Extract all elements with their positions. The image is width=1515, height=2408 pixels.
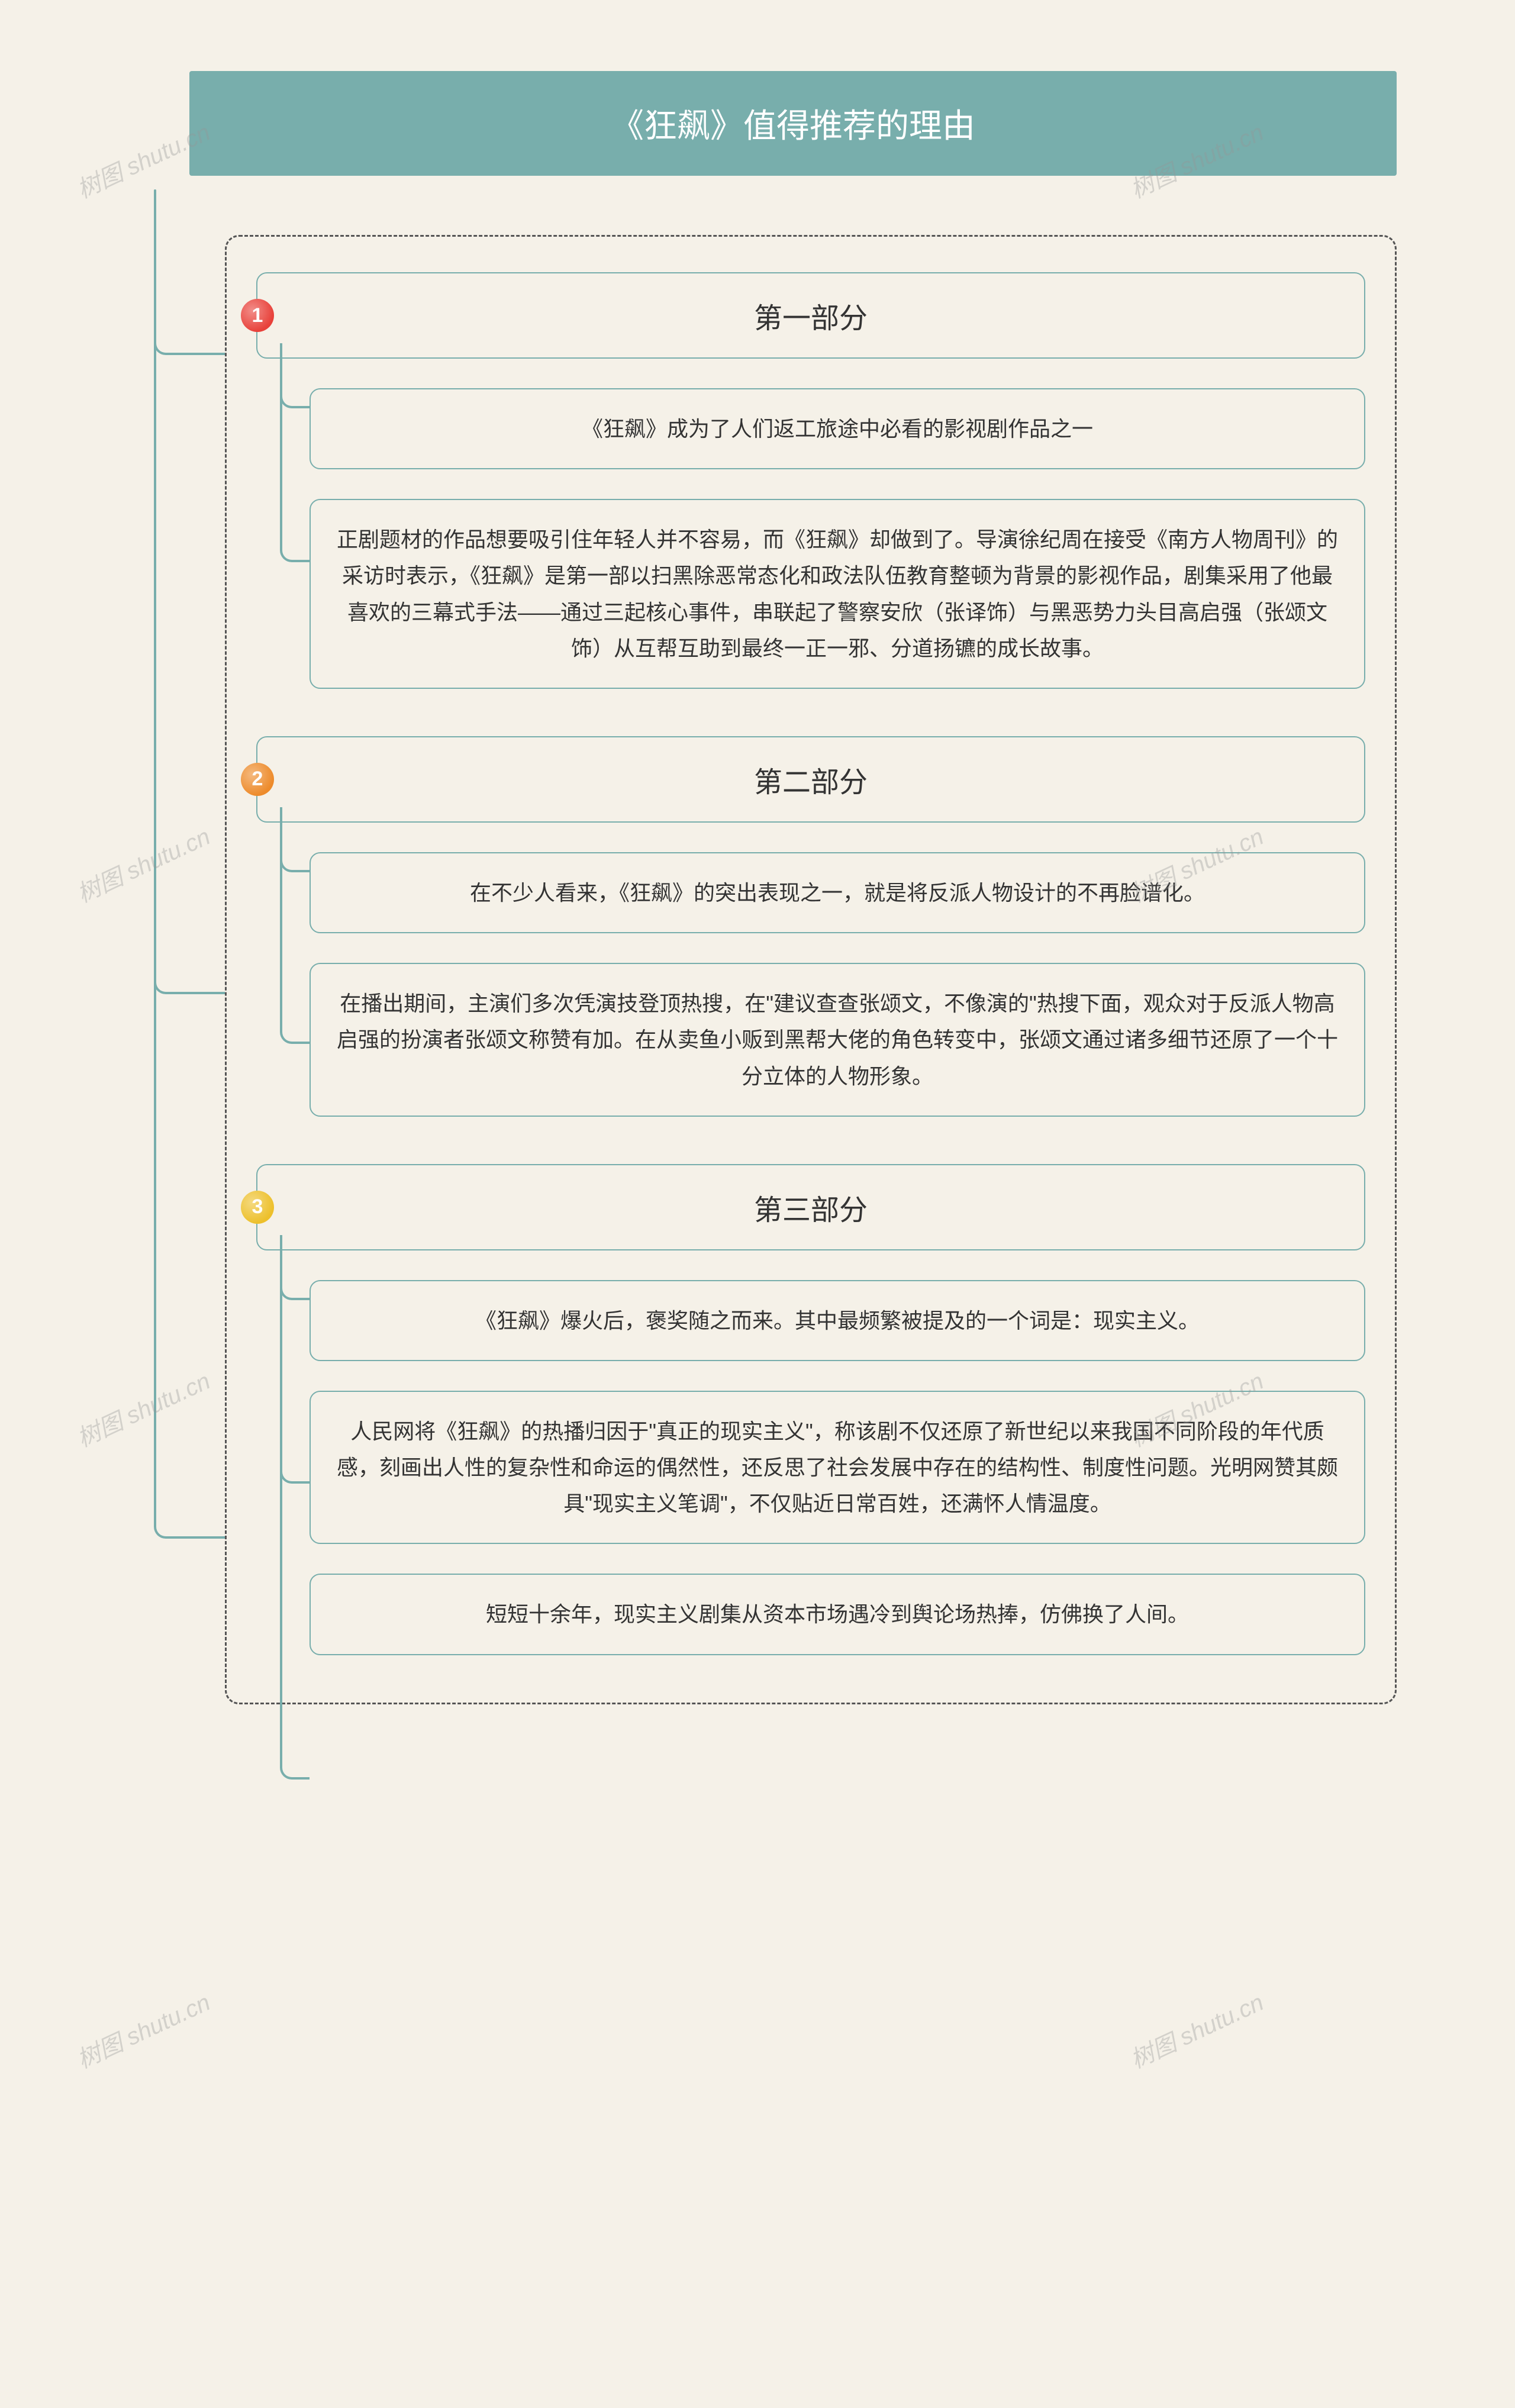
section-1: 1 第一部分 《狂飙》成为了人们返工旅途中必看的影视剧作品之一 正剧题材的作品想… <box>256 272 1365 689</box>
section-3: 3 第三部分 《狂飙》爆火后，褒奖随之而来。其中最频繁被提及的一个词是：现实主义… <box>256 1164 1365 1655</box>
section-3-item-1: 人民网将《狂飙》的热播归因于"真正的现实主义"，称该剧不仅还原了新世纪以来我国不… <box>310 1391 1365 1545</box>
badge-3-number: 3 <box>252 1195 263 1218</box>
section-2-title: 第二部分 <box>754 767 868 798</box>
section-1-title: 第一部分 <box>754 303 868 334</box>
connector <box>280 807 310 1044</box>
trunk-connector-2 <box>154 959 225 994</box>
badge-3: 3 <box>241 1191 274 1224</box>
badge-1: 1 <box>241 299 274 332</box>
section-1-item-1: 正剧题材的作品想要吸引住年轻人并不容易，而《狂飙》却做到了。导演徐纪周在接受《南… <box>310 499 1365 689</box>
section-2-item-0: 在不少人看来，《狂飙》的突出表现之一，就是将反派人物设计的不再脸谱化。 <box>310 852 1365 933</box>
trunk-connector-1 <box>154 320 225 355</box>
section-1-header: 1 第一部分 <box>256 272 1365 359</box>
connector <box>280 343 310 562</box>
section-3-title: 第三部分 <box>754 1195 868 1226</box>
title-text: 《狂飙》值得推荐的理由 <box>611 107 975 144</box>
section-3-item-2: 短短十余年，现实主义剧集从资本市场遇冷到舆论场热捧，仿佛换了人间。 <box>310 1574 1365 1655</box>
watermark: 树图 shutu.cn <box>70 1984 215 2075</box>
section-1-item-0: 《狂飙》成为了人们返工旅途中必看的影视剧作品之一 <box>310 388 1365 469</box>
trunk-line <box>154 189 156 1527</box>
diagram-container: 《狂飙》值得推荐的理由 1 第一部分 《狂飙》成为了人们返工旅途中必看的影视剧作… <box>118 71 1397 1704</box>
section-2-item-1: 在播出期间，主演们多次凭演技登顶热搜，在"建议查查张颂文，不像演的"热搜下面，观… <box>310 963 1365 1117</box>
connector <box>280 1235 310 1780</box>
section-2-header: 2 第二部分 <box>256 736 1365 823</box>
badge-2-number: 2 <box>252 768 263 791</box>
section-2: 2 第二部分 在不少人看来，《狂飙》的突出表现之一，就是将反派人物设计的不再脸谱… <box>256 736 1365 1117</box>
title-box: 《狂飙》值得推荐的理由 <box>189 71 1397 176</box>
section-3-header: 3 第三部分 <box>256 1164 1365 1250</box>
main-border: 1 第一部分 《狂飙》成为了人们返工旅途中必看的影视剧作品之一 正剧题材的作品想… <box>225 235 1397 1704</box>
badge-1-number: 1 <box>252 304 263 327</box>
trunk-connector-3 <box>154 1503 225 1539</box>
badge-2: 2 <box>241 763 274 796</box>
section-3-item-0: 《狂飙》爆火后，褒奖随之而来。其中最频繁被提及的一个词是：现实主义。 <box>310 1280 1365 1361</box>
watermark: 树图 shutu.cn <box>1124 1984 1268 2075</box>
